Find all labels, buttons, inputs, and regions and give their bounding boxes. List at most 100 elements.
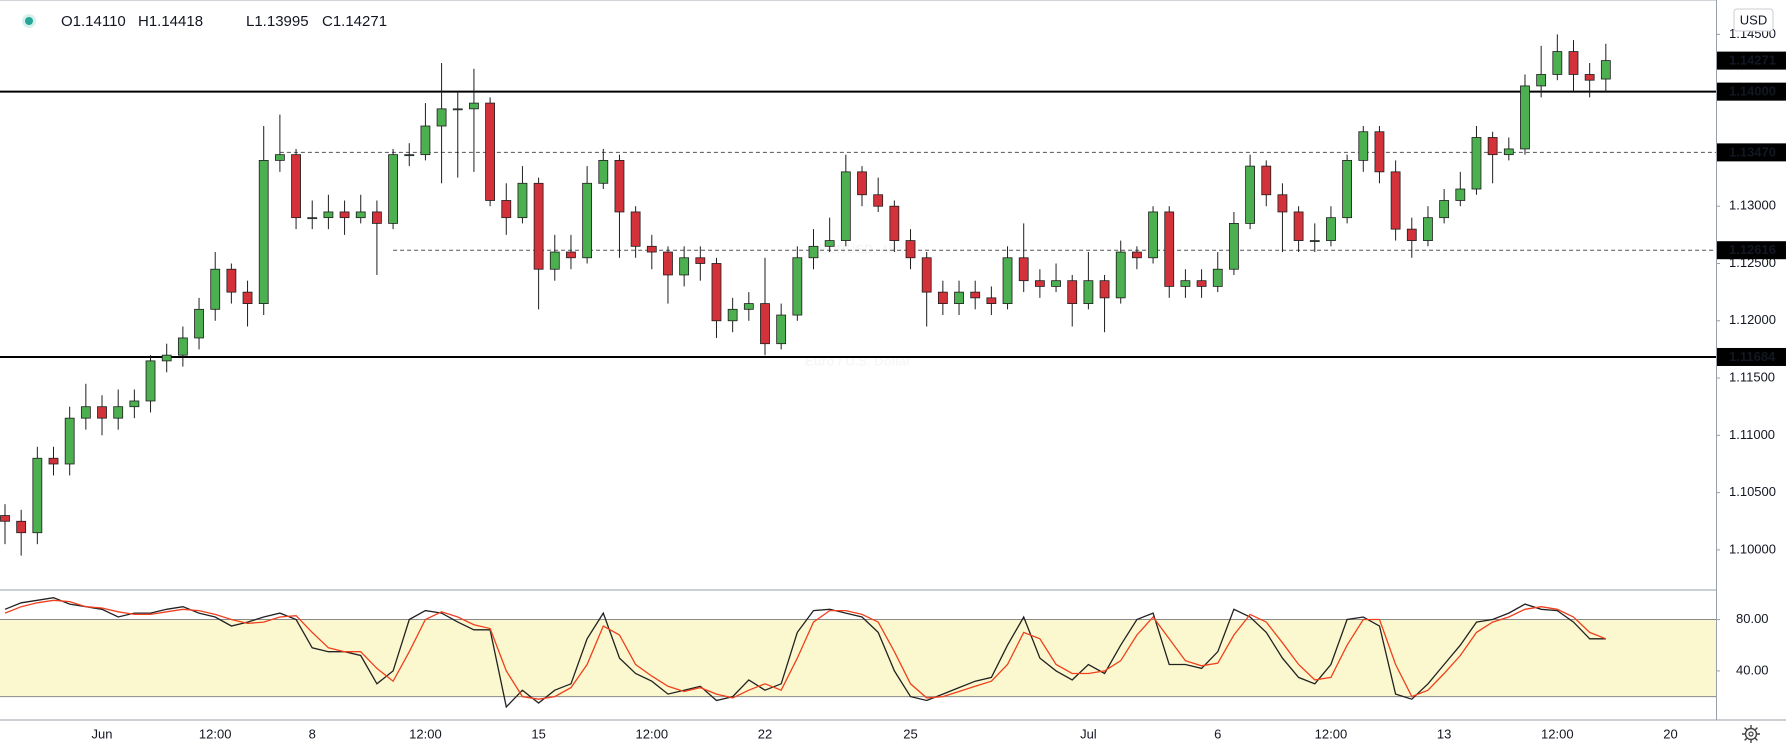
x-tick-label: 20	[1663, 726, 1677, 741]
candle-body	[1309, 240, 1320, 242]
y-tick-label: 1.10500	[1729, 484, 1776, 499]
candle-body	[1067, 280, 1078, 304]
currency-button[interactable]	[1733, 8, 1774, 32]
candle-body	[1018, 257, 1029, 282]
candle-body	[760, 303, 770, 345]
candle-body	[970, 291, 981, 299]
ohlc-open: O1.14110	[61, 13, 126, 30]
y-tick-label: 1.12000	[1729, 312, 1776, 327]
candle-body	[1536, 74, 1547, 87]
last-price-label: 1.14271	[1729, 53, 1776, 68]
candle-body	[630, 211, 641, 247]
candle-body	[792, 257, 803, 316]
x-tick-label: 12:00	[1315, 726, 1348, 741]
x-tick-label: 22	[758, 726, 772, 741]
candle-body	[388, 154, 398, 224]
status-dot[interactable]	[25, 17, 33, 25]
candle-body	[566, 251, 576, 259]
candle-body	[452, 108, 463, 111]
x-tick-label: Jul	[1080, 726, 1097, 741]
candle-body	[355, 211, 366, 219]
candle-body	[1439, 200, 1450, 219]
indicator-tick-label: 40.00	[1736, 662, 1769, 677]
y-tick-label: 1.11000	[1729, 427, 1775, 442]
candle-body	[501, 200, 512, 219]
candle-body	[1487, 137, 1498, 156]
candle-body	[1374, 131, 1385, 173]
level-label-box	[1717, 241, 1786, 260]
candle-body	[533, 182, 544, 270]
x-tick-label: Jun	[92, 726, 113, 741]
indicator-line	[4, 599, 1607, 700]
candle-body	[1083, 280, 1094, 304]
candle-body	[824, 240, 835, 247]
x-tick-label: 12:00	[199, 726, 232, 741]
candle-body	[307, 217, 318, 220]
candle-body	[291, 154, 301, 219]
settings-icon[interactable]	[1742, 725, 1760, 743]
candle-body	[1148, 211, 1158, 259]
candle-body	[727, 308, 738, 322]
candle-body	[1261, 165, 1272, 196]
candle-body	[921, 257, 932, 293]
ohlc-close: C1.14271	[322, 13, 387, 30]
candle-body	[1390, 171, 1401, 230]
candle-body	[16, 520, 27, 534]
candle-body	[0, 515, 10, 522]
candle-body	[1002, 257, 1013, 304]
candle-body	[1503, 148, 1514, 156]
candle-body	[177, 337, 188, 356]
candle-body	[889, 205, 900, 241]
candle-body	[614, 159, 625, 213]
candle-body	[1584, 74, 1595, 81]
candle-body	[937, 291, 948, 304]
candle-body	[1293, 211, 1304, 241]
candle-body	[857, 171, 867, 196]
watermark-subtitle: Euro / U.S. Dollar	[805, 353, 911, 368]
ohlc-high: H1.14418	[138, 13, 203, 30]
currency-label[interactable]: USD	[1740, 12, 1767, 27]
indicator-band	[0, 619, 1716, 697]
candle-body	[372, 211, 382, 224]
level-label: 1.14000	[1729, 84, 1776, 99]
candle-body	[517, 182, 528, 219]
candle-body	[242, 291, 253, 304]
candle-body	[873, 194, 884, 207]
candle-body	[64, 417, 75, 465]
candle-body	[1196, 280, 1207, 287]
level-label-box	[1717, 347, 1786, 366]
candle-body	[339, 211, 350, 219]
candle-body	[1099, 280, 1110, 299]
candle-body	[695, 257, 706, 264]
candle-body	[582, 182, 593, 259]
y-tick-label: 1.10000	[1729, 541, 1776, 556]
candle-body	[1455, 188, 1466, 201]
plot-layer	[0, 34, 1716, 709]
level-label-box	[1717, 143, 1786, 162]
candle-body	[1600, 60, 1611, 80]
level-label: 1.13470	[1729, 144, 1776, 159]
candle-body	[48, 457, 59, 465]
candle-body	[129, 400, 140, 408]
candle-body	[1423, 217, 1433, 241]
candle-body	[161, 354, 172, 362]
candle-body	[274, 154, 285, 161]
candle-body	[1051, 280, 1061, 287]
candle-body	[711, 263, 722, 322]
x-tick-label: 15	[531, 726, 545, 741]
candle-body	[1568, 51, 1579, 75]
y-tick-label: 1.13000	[1729, 198, 1776, 213]
indicator-tick-label: 80.00	[1736, 611, 1769, 626]
x-tick-label: 6	[1214, 726, 1221, 741]
candle-body	[905, 240, 916, 259]
candle-body	[404, 154, 415, 157]
candle-body	[32, 457, 43, 534]
candle-body	[743, 303, 754, 310]
y-tick-label: 1.11500	[1729, 369, 1775, 384]
candle-body	[1180, 280, 1191, 287]
candle-body	[1552, 51, 1563, 75]
candle-body	[469, 102, 479, 110]
level-label: 1.11684	[1729, 349, 1776, 364]
candle-body	[1471, 137, 1482, 190]
